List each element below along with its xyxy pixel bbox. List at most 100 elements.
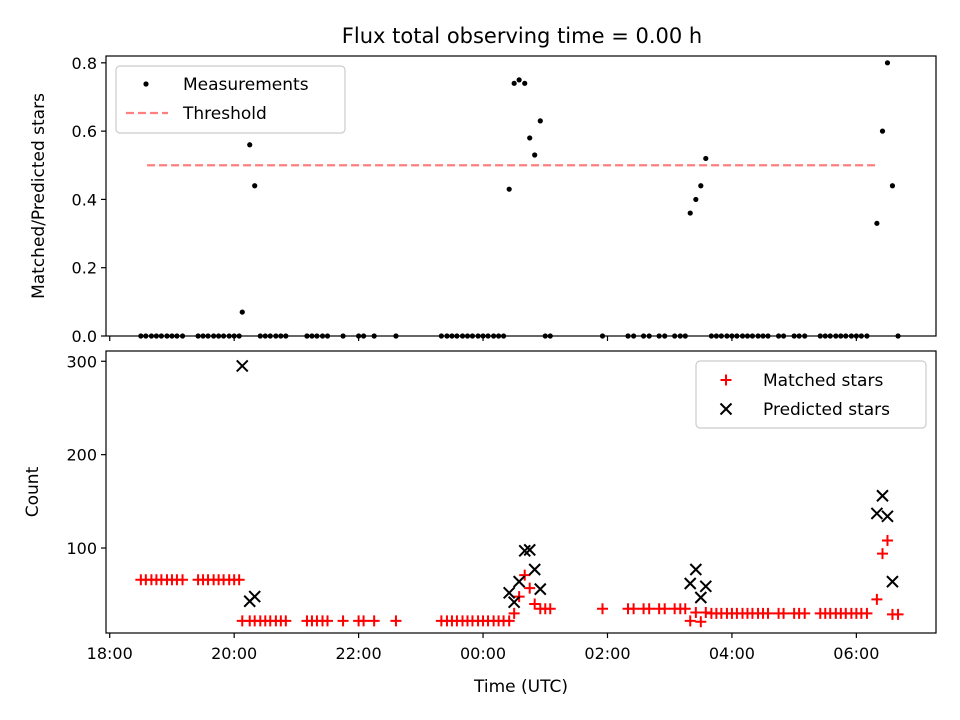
predicted-star-point	[518, 544, 531, 558]
predicted-star-point	[870, 507, 884, 520]
measurement-point	[247, 142, 253, 148]
matched-star-point	[529, 598, 541, 610]
predicted-star-point	[694, 591, 708, 604]
matched-star-point	[876, 548, 888, 560]
matched-star-point	[358, 615, 370, 627]
matched-star-point	[519, 569, 531, 581]
matched-star-point	[684, 615, 696, 627]
x-tick-label: 00:00	[460, 644, 506, 663]
predicted-star-point	[248, 590, 261, 603]
matched-star-point	[597, 603, 609, 615]
legend-marker-measurements	[143, 81, 149, 87]
legend-label-predicted: Predicted stars	[763, 400, 890, 420]
legend-label-matched: Matched stars	[763, 371, 883, 391]
matched-star-point	[679, 603, 691, 615]
measurement-point	[537, 118, 543, 124]
y-tick-label: 300	[66, 352, 97, 371]
matched-star-point	[544, 603, 556, 615]
measurement-point	[506, 186, 512, 192]
top-axes-frame	[105, 55, 937, 337]
measurement-point	[527, 135, 533, 141]
measurement-point	[884, 60, 891, 66]
y-tick-label: 100	[66, 539, 97, 558]
measurement-point	[874, 220, 880, 226]
ratio-panel: 0.0 0.2 0.4 0.6 0.8 Matched/Predicted stars Me…	[29, 54, 937, 346]
measurement-point	[687, 210, 693, 216]
measurement-point	[703, 155, 709, 162]
matched-star-point	[503, 615, 515, 627]
predicted-star-point	[512, 575, 526, 588]
measurement-point	[889, 183, 896, 189]
predicted-star-point	[534, 582, 547, 596]
y-tick-label: 0.4	[72, 190, 97, 209]
matched-star-point	[690, 606, 702, 618]
predicted-star-point	[684, 577, 697, 590]
legend-box	[115, 65, 346, 134]
y-tick-label: 0.8	[72, 54, 97, 73]
y-tick-label: 0.6	[72, 122, 97, 141]
matched-star-point	[368, 615, 380, 627]
legend-label-threshold: Threshold	[182, 104, 267, 124]
x-tick-label: 02:00	[584, 644, 630, 663]
matched-star-point	[233, 574, 245, 586]
predicted-star-point	[699, 580, 712, 593]
matched-star-point	[799, 607, 811, 619]
matched-star-point	[280, 615, 292, 627]
matched-star-point	[177, 574, 189, 586]
legend-box	[695, 360, 927, 429]
y-axis-label: Matched/Predicted stars	[29, 93, 49, 299]
measurement-point	[516, 77, 522, 83]
matched-star-point	[659, 603, 671, 615]
x-tick-label: 06:00	[833, 644, 879, 663]
matched-star-point	[643, 603, 655, 615]
predicted-star-point	[881, 510, 894, 523]
predicted-star-point	[507, 595, 521, 609]
predicted-star-point	[886, 575, 899, 588]
matched-star-point	[390, 615, 402, 627]
matched-star-point	[881, 535, 893, 547]
measurement-point	[532, 152, 538, 158]
x-tick-label: 20:00	[211, 644, 257, 663]
x-axis-label: Time (UTC)	[473, 677, 568, 697]
matched-star-point	[778, 607, 790, 619]
x-tick-label: 04:00	[709, 644, 755, 663]
legend: Matched stars Predicted stars	[695, 360, 927, 429]
measurement-point	[239, 309, 245, 315]
measurement-point	[698, 183, 704, 189]
y-tick-label: 200	[66, 446, 97, 465]
bottom-axes-frame	[105, 350, 937, 634]
x-tick-label: 22:00	[336, 644, 382, 663]
matched-star-point	[871, 593, 883, 605]
legend-label-measurements: Measurements	[183, 75, 309, 95]
matched-star-point	[628, 603, 640, 615]
matched-star-point	[892, 608, 904, 620]
y-tick-label: 0.2	[72, 259, 97, 278]
predicted-star-point	[523, 543, 536, 557]
legend-marker-matched	[720, 374, 732, 386]
measurement-point	[522, 80, 528, 86]
matched-star-point	[762, 607, 774, 619]
x-tick-label: 18:00	[87, 644, 133, 663]
matched-star-point	[337, 615, 349, 627]
legend-marker-predicted	[719, 402, 733, 416]
measurement-point	[879, 128, 886, 134]
matched-star-point	[321, 615, 333, 627]
y-tick-label: 0.0	[72, 327, 97, 346]
y-axis-label: Count	[23, 466, 43, 517]
predicted-star-point	[876, 489, 889, 502]
chart-title: Flux total observing time = 0.00 h	[342, 24, 702, 48]
predicted-star-point	[528, 563, 541, 576]
count-panel: 100 200 300 18:00 20:00 22:00 00:00 02:00 04:00 0…	[23, 350, 937, 697]
predicted-star-point	[502, 586, 516, 600]
predicted-star-point	[689, 563, 703, 576]
measurement-point	[511, 80, 517, 86]
legend: Measurements Threshold	[115, 65, 346, 134]
measurement-point	[693, 196, 699, 203]
matched-star-point	[524, 582, 536, 594]
predicted-star-point	[236, 359, 249, 373]
matched-star-point	[695, 616, 707, 628]
measurement-point	[252, 183, 258, 189]
matched-star-point	[861, 607, 873, 619]
matched-star-point	[508, 607, 520, 619]
